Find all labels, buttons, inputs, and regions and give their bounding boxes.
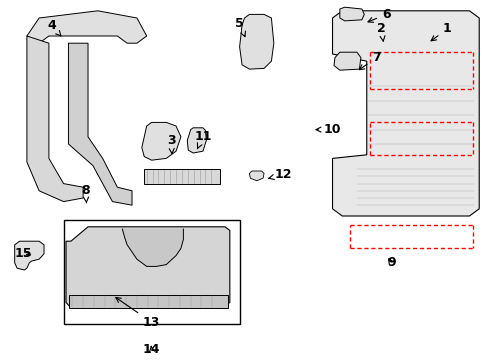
Text: 7: 7	[359, 51, 380, 70]
PathPatch shape	[187, 128, 206, 153]
PathPatch shape	[27, 11, 146, 43]
PathPatch shape	[142, 122, 181, 160]
Bar	[63, 220, 239, 324]
Text: 12: 12	[268, 168, 292, 181]
Text: 5: 5	[235, 17, 245, 37]
Bar	[144, 169, 220, 184]
Text: 6: 6	[367, 8, 390, 22]
Text: 14: 14	[142, 343, 160, 356]
Text: 9: 9	[386, 256, 395, 269]
PathPatch shape	[27, 36, 83, 202]
Text: 15: 15	[15, 247, 32, 260]
PathPatch shape	[332, 11, 478, 216]
PathPatch shape	[66, 227, 229, 308]
PathPatch shape	[339, 7, 364, 21]
PathPatch shape	[239, 14, 273, 69]
PathPatch shape	[249, 171, 264, 181]
Text: 11: 11	[194, 130, 211, 149]
Text: 1: 1	[430, 22, 451, 41]
Text: 2: 2	[376, 22, 385, 41]
PathPatch shape	[15, 241, 44, 270]
PathPatch shape	[333, 52, 360, 70]
Text: 8: 8	[81, 184, 90, 203]
PathPatch shape	[68, 43, 132, 205]
Text: 13: 13	[116, 297, 160, 329]
Text: 4: 4	[47, 19, 61, 36]
PathPatch shape	[122, 229, 183, 266]
Bar	[69, 295, 228, 308]
Text: 10: 10	[315, 123, 341, 136]
Text: 3: 3	[166, 134, 175, 154]
